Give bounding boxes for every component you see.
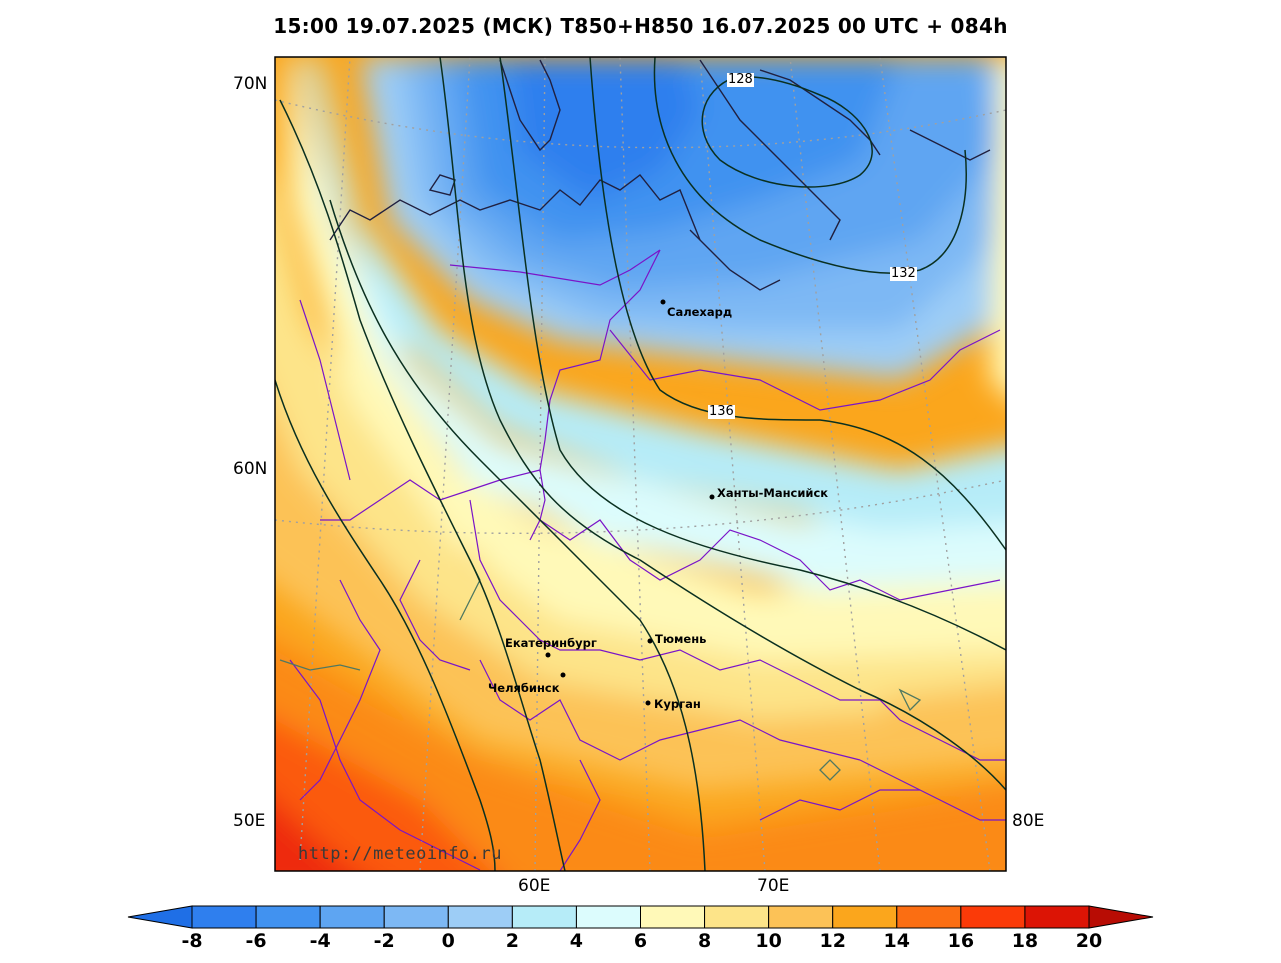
lat-label-60n: 60N — [233, 459, 268, 479]
city-label-khanty-mansiysk: Ханты-Мансийск — [717, 486, 829, 500]
height-contours — [275, 57, 1006, 871]
colorbar-segment — [511, 905, 577, 929]
colorbar-tick-label: 2 — [505, 930, 519, 952]
city-label-chelyabinsk: Челябинск — [488, 681, 560, 695]
colorbar-segment — [704, 905, 770, 929]
colorbar-segment — [191, 905, 257, 929]
graticule — [275, 57, 1006, 871]
colorbar-tick-label: 6 — [633, 930, 648, 952]
colorbar-tick-label: 10 — [755, 930, 782, 952]
colorbar-tick-label: -6 — [245, 930, 267, 952]
lat-label-70n: 70N — [233, 74, 268, 94]
temperature-field — [275, 57, 1006, 871]
colorbar-segment — [640, 905, 706, 929]
colorbar-segment — [319, 905, 385, 929]
contour-label-128: 128 — [727, 72, 754, 87]
colorbar-tick-label: 18 — [1011, 930, 1039, 952]
city-label-kurgan: Курган — [654, 697, 701, 711]
colorbar-extend-low — [127, 905, 193, 929]
colorbar-tick-label: 4 — [569, 930, 584, 952]
map-title: 15:00 19.07.2025 (МСК) T850+H850 16.07.2… — [273, 14, 1008, 38]
coastlines — [329, 59, 991, 291]
colorbar — [127, 905, 1154, 929]
colorbar-tick-label: -8 — [181, 930, 203, 952]
colorbar-tick-label: 12 — [819, 930, 846, 952]
city-markers — [545, 299, 715, 706]
colorbar-segment — [575, 905, 642, 929]
colorbar-tick-label: 0 — [441, 930, 455, 952]
city-label-tyumen: Тюмень — [655, 632, 707, 646]
city-label-yekaterinburg: Екатеринбург — [505, 636, 597, 650]
colorbar-tick-label: 8 — [697, 930, 712, 952]
colorbar-tick-label: -4 — [309, 930, 331, 952]
city-label-salekhard: Салехард — [667, 305, 733, 319]
colorbar-tick-label: -2 — [373, 930, 395, 952]
contour-label-136: 136 — [708, 404, 735, 419]
lon-label-80e: 80E — [1012, 811, 1045, 831]
colorbar-tick-label: 14 — [883, 930, 910, 952]
colorbar-segment — [768, 905, 834, 929]
colorbar-segment — [960, 905, 1026, 929]
map-frame — [274, 56, 1007, 872]
colorbar-segment — [1024, 905, 1090, 929]
colorbar-segment — [383, 905, 449, 929]
colorbar-segment — [832, 905, 898, 929]
lon-label-50e: 50E — [233, 811, 266, 831]
watermark: http://meteoinfo.ru — [298, 844, 502, 864]
lon-label-60e: 60E — [518, 876, 551, 896]
lon-label-70e: 70E — [757, 876, 790, 896]
admin-borders — [289, 249, 1006, 871]
colorbar-segment — [255, 905, 321, 929]
contour-label-132: 132 — [890, 266, 917, 281]
colorbar-tick-label: 16 — [947, 930, 975, 952]
colorbar-extend-high — [1088, 905, 1154, 929]
colorbar-segment — [447, 905, 513, 929]
colorbar-segment — [896, 905, 962, 929]
colorbar-tick-label: 20 — [1075, 930, 1103, 952]
